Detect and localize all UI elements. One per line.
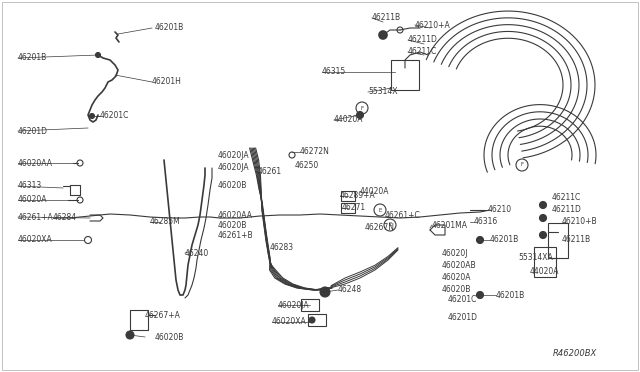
Text: 46272N: 46272N (300, 148, 330, 157)
Bar (301, 299, 319, 311)
Text: 46020AA: 46020AA (18, 158, 53, 167)
Text: 46211C: 46211C (552, 193, 581, 202)
Circle shape (90, 113, 95, 119)
Text: 46020A: 46020A (442, 273, 472, 282)
Text: 46211B: 46211B (562, 235, 591, 244)
Text: 46201C: 46201C (448, 295, 477, 305)
Text: 46267N: 46267N (365, 224, 395, 232)
Circle shape (540, 215, 547, 221)
Text: 46020B: 46020B (218, 221, 248, 230)
Text: 46201D: 46201D (448, 314, 478, 323)
Text: F: F (360, 106, 364, 110)
Text: 44020A: 44020A (334, 115, 364, 125)
Text: 46271: 46271 (342, 203, 366, 212)
Text: 46315: 46315 (322, 67, 346, 77)
Text: 46261+B: 46261+B (218, 231, 253, 240)
Text: 46020B: 46020B (155, 333, 184, 341)
Text: 46261: 46261 (258, 167, 282, 176)
Text: 46210+A: 46210+A (415, 20, 451, 29)
Text: 46201B: 46201B (496, 291, 525, 299)
Text: 44020A: 44020A (530, 267, 559, 276)
Text: 46020B: 46020B (442, 285, 472, 294)
Text: 46201D: 46201D (18, 126, 48, 135)
Text: E: E (388, 222, 392, 228)
Text: 46020B: 46020B (218, 180, 248, 189)
Text: 46201C: 46201C (100, 112, 129, 121)
Text: 46020JA: 46020JA (278, 301, 310, 310)
Text: 46201MA: 46201MA (432, 221, 468, 230)
Circle shape (379, 31, 387, 39)
Text: 46284: 46284 (53, 214, 77, 222)
Bar (341, 203, 355, 213)
Text: 46261+C: 46261+C (385, 211, 420, 219)
Circle shape (540, 202, 547, 208)
Text: 46313: 46313 (18, 182, 42, 190)
Text: 46285M: 46285M (150, 218, 180, 227)
Text: 46211D: 46211D (552, 205, 582, 214)
Bar (391, 60, 419, 90)
Text: R46200BX: R46200BX (553, 350, 597, 359)
Bar (534, 247, 556, 277)
Text: 46020XA: 46020XA (18, 235, 52, 244)
Text: 46201B: 46201B (18, 54, 47, 62)
Circle shape (126, 331, 134, 339)
Circle shape (477, 292, 483, 298)
Text: 55314XA: 55314XA (518, 253, 553, 263)
Text: 44020A: 44020A (360, 187, 390, 196)
Text: 46211B: 46211B (372, 13, 401, 22)
Text: 46261+A: 46261+A (18, 212, 54, 221)
Bar (341, 191, 355, 201)
Circle shape (320, 287, 330, 297)
Text: 46210+B: 46210+B (562, 217, 598, 225)
Circle shape (540, 231, 547, 238)
Text: 46201B: 46201B (490, 235, 519, 244)
Text: 55314X: 55314X (368, 87, 397, 96)
Text: 46201B: 46201B (155, 23, 184, 32)
Text: 46020A: 46020A (18, 196, 47, 205)
Text: 46283: 46283 (270, 244, 294, 253)
Text: 46020JA: 46020JA (218, 164, 250, 173)
Text: 46250: 46250 (295, 160, 319, 170)
Text: 46020AA: 46020AA (218, 211, 253, 219)
Text: F: F (520, 163, 524, 167)
Text: 46210: 46210 (488, 205, 512, 215)
Text: 46240: 46240 (185, 248, 209, 257)
Text: 46316: 46316 (474, 218, 499, 227)
Text: 46020AB: 46020AB (442, 260, 477, 269)
Text: 46211C: 46211C (408, 48, 437, 57)
Bar (308, 314, 326, 326)
Circle shape (95, 52, 100, 58)
Text: 46020JA: 46020JA (218, 151, 250, 160)
Text: 46248: 46248 (338, 285, 362, 295)
Text: 46267+A: 46267+A (145, 311, 181, 321)
Text: E: E (378, 208, 381, 212)
Text: 46289+A: 46289+A (340, 192, 376, 201)
Text: 46020J: 46020J (442, 248, 468, 257)
Text: 46020XA: 46020XA (272, 317, 307, 327)
Bar (548, 222, 568, 257)
Circle shape (356, 112, 364, 119)
Circle shape (309, 317, 315, 323)
Text: 46201H: 46201H (152, 77, 182, 87)
Circle shape (477, 237, 483, 244)
Text: 46211D: 46211D (408, 35, 438, 45)
